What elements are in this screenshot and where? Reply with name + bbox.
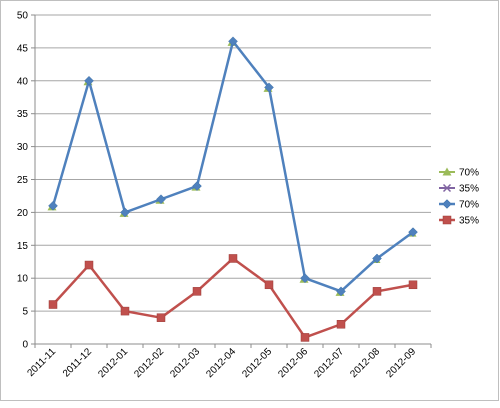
legend-label: 70% — [459, 168, 479, 179]
y-tick-label: 45 — [17, 43, 29, 54]
data-point — [48, 200, 58, 211]
x-tick-label: 2012-05 — [240, 346, 274, 380]
series-area — [47, 36, 418, 342]
x-tick-label: 2012-09 — [384, 346, 418, 380]
legend-entry: 70% — [439, 167, 479, 179]
y-tick-label: 50 — [17, 11, 29, 22]
y-tick-label: 25 — [17, 175, 29, 186]
data-point — [372, 253, 382, 264]
data-point — [48, 300, 58, 309]
data-point — [120, 306, 130, 316]
x-marker-stroke — [442, 183, 452, 193]
data-point — [156, 313, 166, 322]
data-point — [264, 82, 274, 93]
legend-marker — [442, 199, 452, 209]
x-tick-label: 2012-07 — [312, 346, 346, 380]
data-point — [336, 320, 346, 329]
legend-label: 70% — [459, 200, 479, 211]
x-tick-label: 2012-04 — [204, 346, 238, 380]
data-point — [192, 287, 202, 296]
series-line — [52, 257, 414, 339]
x-tick-label: 2012-01 — [96, 346, 130, 380]
series-line — [51, 40, 414, 293]
legend-entry: 70% — [439, 199, 479, 211]
y-tick-label: 35 — [17, 109, 29, 120]
y-tick-label: 5 — [22, 307, 28, 318]
legend-label: 35% — [459, 184, 479, 195]
x-tick-label: 2011-11 — [25, 346, 58, 379]
x-tick-label: 2012-06 — [276, 346, 310, 380]
data-point — [408, 280, 418, 290]
x-tick-label: 2012-02 — [132, 346, 166, 380]
x-tick-label: 2011-12 — [61, 346, 95, 380]
x-tick-label: 2012-03 — [168, 346, 202, 380]
legend-label: 35% — [459, 216, 479, 227]
data-point — [228, 254, 238, 263]
legend-entry: 35% — [439, 216, 479, 227]
data-point — [156, 194, 166, 205]
x-tick-label: 2012-08 — [348, 346, 382, 380]
legend-marker — [442, 167, 452, 176]
y-tick-label: 40 — [17, 76, 29, 87]
legend-marker — [442, 183, 452, 193]
data-point — [300, 273, 310, 284]
y-tick-label: 10 — [17, 274, 29, 285]
data-point — [228, 36, 238, 47]
gridlines — [35, 14, 431, 312]
data-point — [120, 207, 130, 218]
y-tick-label: 15 — [17, 241, 29, 252]
y-tick-label: 30 — [17, 142, 29, 153]
y-tick-label: 20 — [17, 208, 29, 219]
data-point — [264, 280, 274, 290]
data-point — [84, 75, 94, 86]
data-point — [336, 286, 346, 297]
data-point — [192, 181, 202, 191]
data-point — [372, 287, 382, 296]
series-2 — [48, 36, 418, 297]
series-1 — [48, 254, 418, 342]
legend-entry: 35% — [439, 184, 479, 195]
data-point — [408, 227, 418, 237]
series-3 — [48, 254, 418, 342]
legend: 70% 35% 70% 35% — [439, 167, 479, 227]
data-point — [84, 260, 94, 270]
y-tick-label: 0 — [22, 340, 28, 351]
data-point — [300, 333, 310, 342]
legend-marker — [442, 215, 452, 225]
